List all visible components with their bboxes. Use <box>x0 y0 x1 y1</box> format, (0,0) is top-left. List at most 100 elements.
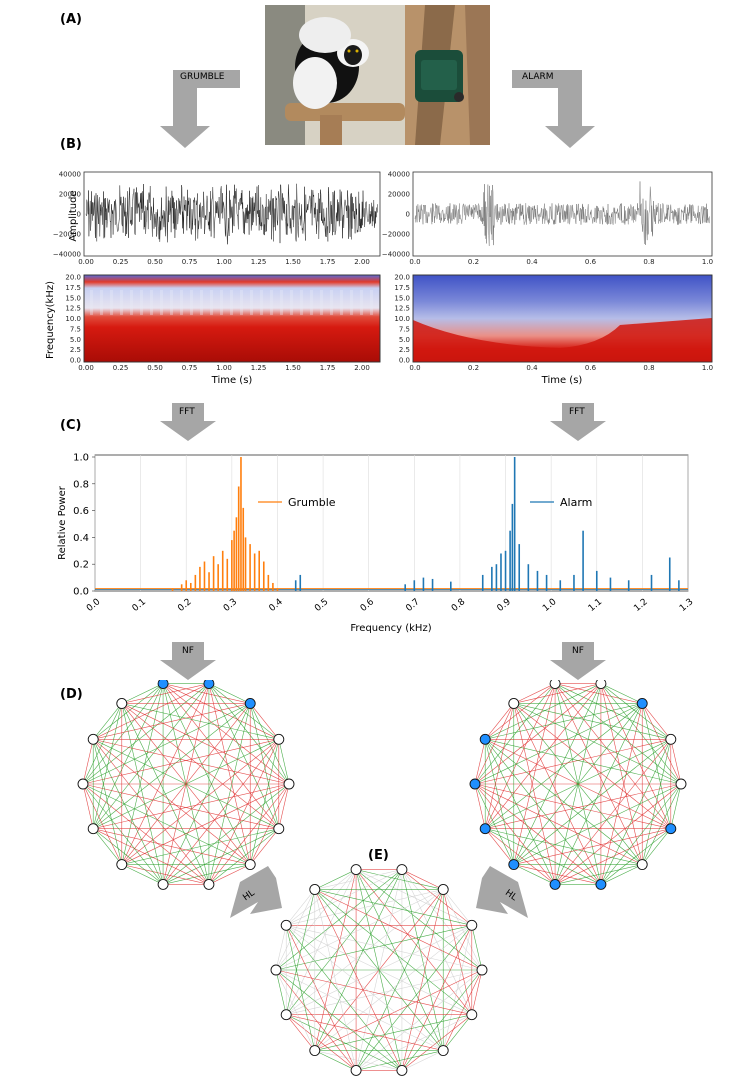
alarm-spectrogram <box>412 274 713 363</box>
network-edge <box>355 869 473 1015</box>
network-edge <box>286 869 403 926</box>
alarm-network <box>469 680 687 890</box>
waveform-left-ytick-tick: 20000 <box>59 191 81 199</box>
network-edge <box>401 1050 444 1071</box>
panel-b: 40000 20000 0 −20000 −40000 40000 20000 0 −2000… <box>45 171 713 387</box>
network-edge <box>93 703 251 740</box>
network-edge <box>285 925 403 1071</box>
network-edge <box>474 683 556 785</box>
network-node <box>396 1064 408 1076</box>
network-edge <box>314 1050 357 1071</box>
waveform-right-xtick: 0.0 <box>409 258 420 266</box>
network-edge <box>600 864 643 885</box>
network-node <box>665 733 677 745</box>
network-edge <box>314 869 402 890</box>
network-node <box>508 698 520 709</box>
network-edge <box>93 828 210 885</box>
network-edge <box>82 783 279 829</box>
network-edge <box>485 828 602 885</box>
network-edge <box>474 739 486 785</box>
network-edge <box>286 969 483 1015</box>
network-edge <box>121 703 290 785</box>
waveform-left-xtick: 1.25 <box>251 258 267 266</box>
panel-label-d: (D) <box>60 687 83 702</box>
network-edge <box>314 889 444 1051</box>
network-edge <box>82 783 164 885</box>
waveform-left-ytick-tick: −20000 <box>53 231 81 239</box>
network-edge <box>208 783 290 885</box>
network-edge <box>600 683 682 785</box>
hl-left-arrow <box>230 866 282 918</box>
network-edge <box>285 1014 316 1051</box>
network-edge <box>286 1014 357 1071</box>
network-edge <box>513 703 671 829</box>
network-node-active <box>244 698 256 709</box>
fft-chart: 0.0 0.2 0.4 0.6 0.8 1.0 0.0 0.1 0.2 0.3 0.4 0.5 0.6… <box>57 453 695 635</box>
network-edge <box>285 925 316 1051</box>
chart-xtick: 0.6 <box>359 597 377 614</box>
network-edge <box>286 925 444 1051</box>
merged-network <box>270 864 488 1076</box>
hl-right-arrow <box>476 866 528 918</box>
chart-xtick: 1.3 <box>678 597 695 614</box>
grumble-spectrogram <box>83 274 381 363</box>
network-node <box>595 680 607 690</box>
network-edge <box>285 889 316 926</box>
grumble-waveform <box>83 171 381 257</box>
network-edge <box>474 783 515 865</box>
network-edge <box>93 783 290 829</box>
network-edge <box>208 703 251 885</box>
chart-xtick: 0.7 <box>404 597 421 614</box>
network-edge <box>82 783 210 885</box>
spectrogram-right-xtick: 0.4 <box>526 364 538 372</box>
grumble-arrow <box>160 70 240 148</box>
network-edge <box>474 739 671 785</box>
spectrogram-right-ytick-tick: 2.5 <box>399 346 410 354</box>
network-edge <box>121 864 164 885</box>
network-edge <box>355 1014 472 1071</box>
fft-left-arrow <box>160 403 216 441</box>
network-edge <box>442 1014 473 1051</box>
network-node <box>244 859 256 870</box>
network-edge <box>641 828 672 865</box>
grumble-arrow-label: GRUMBLE <box>180 72 225 82</box>
fft-right-label: FFT <box>569 407 585 417</box>
network-edge <box>484 683 602 829</box>
network-edge <box>670 739 682 785</box>
network-edge <box>82 683 164 785</box>
network-edge <box>275 925 472 971</box>
network-edge <box>471 969 483 1015</box>
waveform-right-ytick-tick: 40000 <box>388 171 410 179</box>
spectrogram-left-ytick-tick: 0.0 <box>70 357 81 365</box>
chart-xtick: 0.8 <box>450 597 468 614</box>
network-edge <box>121 783 290 865</box>
network-edge <box>474 783 556 885</box>
network-edge <box>401 969 483 1071</box>
network-edge <box>82 739 279 785</box>
network-node <box>636 859 648 870</box>
network-edge <box>92 828 123 865</box>
network-edge <box>93 828 251 865</box>
waveform-left-xtick: 1.00 <box>216 258 232 266</box>
network-edge <box>208 683 251 865</box>
network-edge <box>513 703 643 865</box>
network-edge <box>484 703 515 740</box>
network-edge <box>93 828 164 885</box>
network-edge <box>314 1014 472 1051</box>
network-node <box>87 733 99 745</box>
alarm-arrow <box>512 70 595 148</box>
chart-ytick: 0.2 <box>73 560 89 571</box>
network-node <box>116 859 128 870</box>
network-edge <box>121 828 279 865</box>
spectrogram-left-xtick: 1.00 <box>216 364 232 372</box>
network-edge <box>641 703 672 740</box>
spectrogram-left-xtick: 0.00 <box>78 364 94 372</box>
network-edge <box>670 783 682 829</box>
network-edge <box>249 703 280 829</box>
network-edge <box>442 925 473 1051</box>
network-node <box>283 778 295 790</box>
network-edge <box>600 683 643 865</box>
network-edge <box>484 739 556 885</box>
network-edge <box>401 869 444 890</box>
network-edge <box>355 869 472 926</box>
